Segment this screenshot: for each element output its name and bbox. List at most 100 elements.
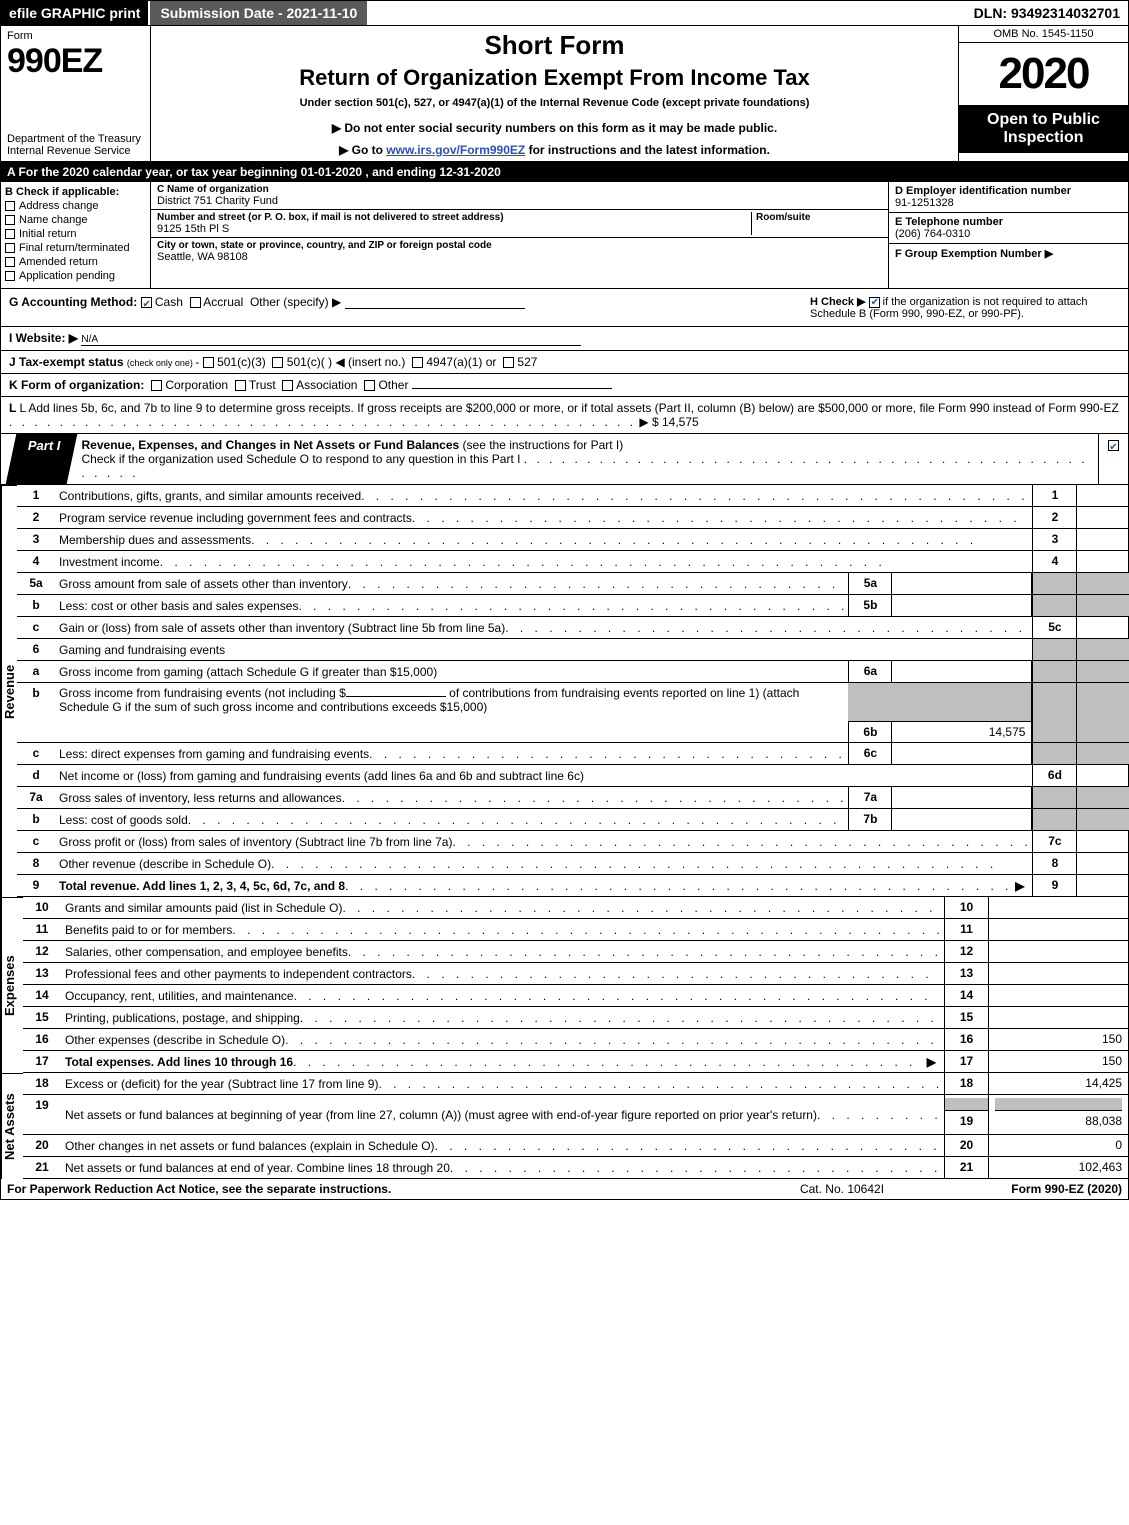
k-row: K Form of organization: Corporation Trus… xyxy=(0,374,1129,397)
cb-assoc[interactable] xyxy=(282,380,293,391)
cb-final-return[interactable]: Final return/terminated xyxy=(5,242,146,254)
l12-desc: Salaries, other compensation, and employ… xyxy=(65,945,348,959)
l6c-desc: Less: direct expenses from gaming and fu… xyxy=(59,747,369,761)
omb-number: OMB No. 1545-1150 xyxy=(959,26,1128,43)
line-11: 11Benefits paid to or for members. . . .… xyxy=(23,919,1128,941)
city-value: Seattle, WA 98108 xyxy=(157,251,882,263)
cb-h[interactable] xyxy=(869,297,880,308)
footer-right: Form 990-EZ (2020) xyxy=(942,1182,1122,1196)
line-9: 9Total revenue. Add lines 1, 2, 3, 4, 5c… xyxy=(17,875,1129,897)
top-bar: efile GRAPHIC print Submission Date - 20… xyxy=(0,0,1129,26)
cb-501c[interactable] xyxy=(272,357,283,368)
cb-trust[interactable] xyxy=(235,380,246,391)
subdate-value: 2021-11-10 xyxy=(287,5,358,21)
form-word: Form xyxy=(7,30,144,42)
opt-name-change: Name change xyxy=(19,214,88,226)
street-hdr: Number and street (or P. O. box, if mail… xyxy=(157,212,747,223)
dept-treasury: Department of the Treasury xyxy=(7,133,144,145)
org-name-row: C Name of organization District 751 Char… xyxy=(151,182,888,210)
l7b-desc: Less: cost of goods sold xyxy=(59,813,188,827)
l5c-desc: Gain or (loss) from sale of assets other… xyxy=(59,621,505,635)
l13-desc: Professional fees and other payments to … xyxy=(65,967,412,981)
col-d: D Employer identification number 91-1251… xyxy=(888,182,1128,288)
g-label: G Accounting Method: xyxy=(9,295,137,309)
dln-label: DLN: xyxy=(974,5,1011,21)
cb-corp[interactable] xyxy=(151,380,162,391)
street-value: 9125 15th Pl S xyxy=(157,223,747,235)
grp-hdr: F Group Exemption Number ▶ xyxy=(895,248,1053,260)
v21: 102,463 xyxy=(988,1157,1128,1178)
irs-link[interactable]: www.irs.gov/Form990EZ xyxy=(386,143,525,157)
form-number: 990EZ xyxy=(7,42,144,81)
line-5b: bLess: cost or other basis and sales exp… xyxy=(17,595,1129,617)
col-c: C Name of organization District 751 Char… xyxy=(151,182,888,288)
l6d-desc: Net income or (loss) from gaming and fun… xyxy=(59,769,584,783)
city-hdr: City or town, state or province, country… xyxy=(157,240,882,251)
part1-title-rest: (see the instructions for Part I) xyxy=(459,438,623,452)
part1-check-col[interactable] xyxy=(1098,434,1128,484)
line-6a: aGross income from gaming (attach Schedu… xyxy=(17,661,1129,683)
v18: 14,425 xyxy=(988,1073,1128,1094)
efile-label[interactable]: efile GRAPHIC print xyxy=(1,1,148,25)
opt-address-change: Address change xyxy=(19,200,99,212)
opt-application-pending: Application pending xyxy=(19,270,115,282)
part1-header: Part I Revenue, Expenses, and Changes in… xyxy=(0,434,1129,485)
line-16: 16Other expenses (describe in Schedule O… xyxy=(23,1029,1128,1051)
other-line[interactable] xyxy=(345,297,525,309)
submission-date: Submission Date - 2021-11-10 xyxy=(148,1,369,25)
header-left: Form 990EZ Department of the Treasury In… xyxy=(1,26,151,161)
opt-other-org: Other xyxy=(378,378,408,392)
cb-527[interactable] xyxy=(503,357,514,368)
line-12: 12Salaries, other compensation, and empl… xyxy=(23,941,1128,963)
line-19: 19Net assets or fund balances at beginni… xyxy=(23,1095,1128,1135)
opt-accrual: Accrual xyxy=(203,295,243,309)
cb-address-change[interactable]: Address change xyxy=(5,200,146,212)
under-section: Under section 501(c), 527, or 4947(a)(1)… xyxy=(159,97,950,109)
goto-pre: ▶ Go to xyxy=(339,143,386,157)
irs-label: Internal Revenue Service xyxy=(7,145,144,157)
l11-desc: Benefits paid to or for members xyxy=(65,923,232,937)
opt-amended-return: Amended return xyxy=(19,256,98,268)
v6d: 14,575 xyxy=(1076,765,1129,786)
line-7c: cGross profit or (loss) from sales of in… xyxy=(17,831,1129,853)
cb-cash[interactable] xyxy=(141,297,152,308)
opt-527: 527 xyxy=(517,355,537,369)
l7c-desc: Gross profit or (loss) from sales of inv… xyxy=(59,835,452,849)
line-14: 14Occupancy, rent, utilities, and mainte… xyxy=(23,985,1128,1007)
side-netassets: Net Assets xyxy=(1,1073,23,1179)
line-5a: 5aGross amount from sale of assets other… xyxy=(17,573,1129,595)
dln: DLN: 93492314032701 xyxy=(966,1,1128,25)
other-org-line[interactable] xyxy=(412,388,612,389)
opt-other: Other (specify) ▶ xyxy=(250,295,341,309)
cb-4947[interactable] xyxy=(412,357,423,368)
l8-desc: Other revenue (describe in Schedule O) xyxy=(59,857,271,871)
l9-desc: Total revenue. Add lines 1, 2, 3, 4, 5c,… xyxy=(59,879,345,893)
line-2: 2Program service revenue including gover… xyxy=(17,507,1129,529)
period-bar: A For the 2020 calendar year, or tax yea… xyxy=(0,162,1129,182)
cb-name-change[interactable]: Name change xyxy=(5,214,146,226)
cb-application-pending[interactable]: Application pending xyxy=(5,270,146,282)
l-amount: $ 14,575 xyxy=(652,415,699,429)
l15-desc: Printing, publications, postage, and shi… xyxy=(65,1011,300,1025)
footer-left: For Paperwork Reduction Act Notice, see … xyxy=(7,1182,742,1196)
v17: 150 xyxy=(988,1051,1128,1072)
v20: 0 xyxy=(988,1135,1128,1156)
website-line: N/A xyxy=(81,331,581,346)
group-exemption-row: F Group Exemption Number ▶ xyxy=(889,244,1128,263)
opt-501c: 501(c)( ) ◀ (insert no.) xyxy=(287,355,406,369)
line-7b: bLess: cost of goods sold. . . . . . . .… xyxy=(17,809,1129,831)
cb-amended-return[interactable]: Amended return xyxy=(5,256,146,268)
period-end: 12-31-2020 xyxy=(439,165,500,179)
v16: 150 xyxy=(988,1029,1128,1050)
b-label: B Check if applicable: xyxy=(5,186,146,198)
h-label: H Check ▶ xyxy=(810,296,866,308)
opt-4947: 4947(a)(1) or xyxy=(426,355,496,369)
cb-initial-return[interactable]: Initial return xyxy=(5,228,146,240)
cb-accrual[interactable] xyxy=(190,297,201,308)
cb-501c3[interactable] xyxy=(203,357,214,368)
line-6c: cLess: direct expenses from gaming and f… xyxy=(17,743,1129,765)
opt-assoc: Association xyxy=(296,378,357,392)
part1-grid: Revenue 1Contributions, gifts, grants, a… xyxy=(0,485,1129,1179)
l14-desc: Occupancy, rent, utilities, and maintena… xyxy=(65,989,294,1003)
cb-other-org[interactable] xyxy=(364,380,375,391)
